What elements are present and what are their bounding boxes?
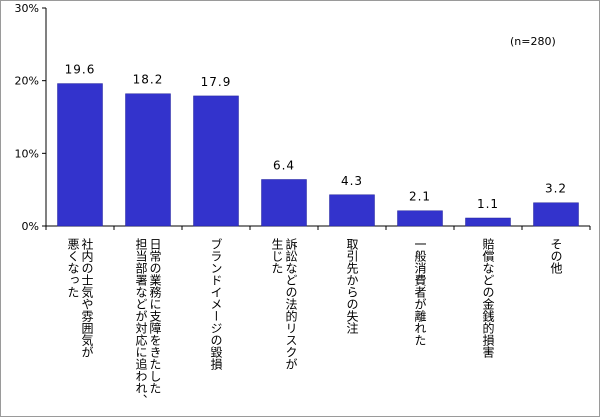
data-label: 4.3: [341, 174, 363, 188]
category-label: 取引先からの失注: [345, 238, 359, 335]
data-label: 17.9: [201, 75, 232, 89]
bar: [329, 194, 375, 227]
category-label: 悪くなった: [66, 238, 80, 298]
category-label: 生じた: [270, 238, 284, 274]
bar: [465, 217, 511, 227]
data-label: 6.4: [273, 158, 295, 172]
category-label: 賠償などの金銭的損害: [481, 237, 495, 359]
category-label: 訴訟などの法的リスクが: [284, 237, 298, 370]
bar: [57, 83, 103, 227]
category-label: 社内の士気や雰囲気が: [80, 237, 94, 358]
category-label: その他: [549, 238, 563, 274]
bar: [125, 93, 171, 227]
bar: [261, 179, 307, 227]
data-label: 19.6: [65, 63, 96, 77]
y-tick-label: 0%: [22, 220, 39, 233]
bar: [193, 95, 239, 227]
data-labels: 19.6 18.2 17.9 6.4 4.3 2.1 1.1 3.2: [65, 63, 567, 211]
bars: [57, 83, 579, 227]
category-label: 担当部署などが対応に追われ、: [134, 238, 148, 406]
category-label: 日常の業務に支障をきたした: [148, 238, 162, 394]
y-tick-label: 20%: [15, 75, 39, 88]
category-label: ブランドイメージの毀損: [209, 237, 223, 371]
category-label: 一般消費者が離れた: [413, 238, 427, 346]
bar: [533, 202, 579, 227]
sample-size-note: (n=280): [510, 35, 556, 48]
data-label: 1.1: [477, 197, 499, 211]
y-tick-label: 10%: [15, 147, 39, 160]
data-label: 18.2: [133, 73, 164, 87]
bar: [397, 210, 443, 227]
data-label: 2.1: [409, 190, 431, 204]
y-tick-label: 30%: [15, 2, 39, 15]
data-label: 3.2: [545, 182, 567, 196]
